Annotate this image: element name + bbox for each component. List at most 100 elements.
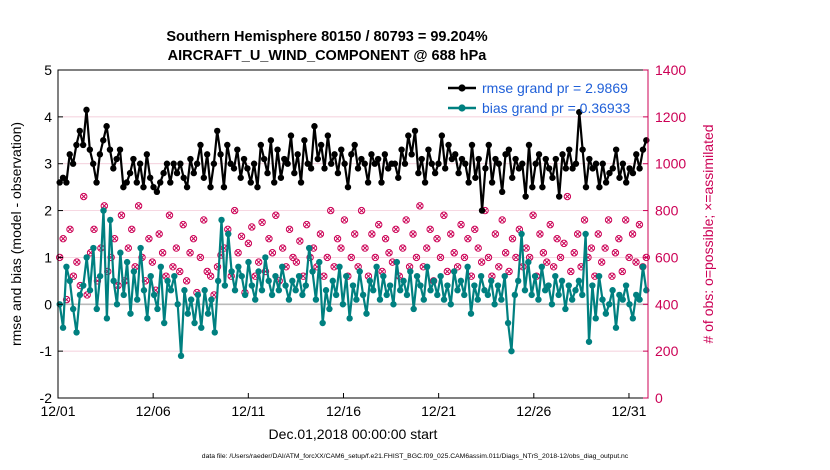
bias-series-point [575, 277, 583, 285]
obs-possible-marker [289, 253, 297, 262]
rmse-series-point [458, 155, 466, 163]
obs-assimilated-marker [581, 217, 588, 223]
bias-series-point [312, 296, 320, 303]
obs-assimilated-marker [454, 264, 461, 270]
obs-assimilated-marker [255, 259, 262, 265]
obs-assimilated-marker [472, 226, 478, 233]
obs-assimilated-marker [297, 238, 303, 244]
obs-possible-marker [508, 234, 517, 243]
obs-possible-marker [436, 253, 445, 262]
bias-series-point [319, 319, 326, 327]
obs-possible-marker [484, 253, 493, 262]
bias-series-point [295, 272, 303, 280]
rmse-series-point [364, 179, 372, 186]
bias-series-point [518, 230, 525, 238]
rmse-series-point [230, 165, 238, 172]
bias-series-point [184, 310, 191, 317]
rmse-series-point [123, 179, 130, 186]
bias-series-point [390, 301, 397, 308]
bias-series-point [100, 207, 107, 214]
obs-possible-marker [611, 249, 620, 257]
rmse-series-point [354, 165, 362, 172]
bias-series-point [430, 277, 438, 285]
bias-series-point [252, 296, 259, 303]
obs-assimilated-marker [375, 221, 382, 228]
bias-series-point [366, 277, 374, 285]
bias-series-point [164, 277, 171, 285]
obs-possible-marker [453, 263, 462, 271]
obs-possible-marker [285, 225, 294, 234]
rmse-series-point [623, 179, 630, 186]
obs-possible-marker [62, 295, 71, 304]
obs-assimilated-marker [67, 226, 73, 233]
bias-series-point [568, 296, 576, 303]
bias-series-point [302, 282, 309, 289]
rmse-series-point [304, 160, 311, 167]
obs-possible-marker [189, 234, 198, 243]
bias-series-point [440, 296, 448, 303]
obs-possible-marker [83, 291, 91, 299]
rmse-series-point [240, 155, 248, 163]
obs-assimilated-marker [496, 264, 502, 270]
rmse-series-point [602, 179, 610, 186]
x-tick-label: 12/01 [40, 403, 75, 419]
bias-series-point [562, 305, 569, 313]
obs-possible-marker [179, 220, 187, 229]
bias-series-point [218, 216, 225, 224]
obs-possible-marker [549, 263, 558, 271]
rmse-series-point [59, 174, 67, 181]
rmse-series-point [160, 169, 167, 177]
bias-series-point [73, 329, 80, 336]
obs-assimilated-marker [91, 226, 97, 233]
bias-series-point [383, 291, 390, 299]
x-tick-label: 12/31 [611, 403, 646, 419]
rmse-series-point [217, 151, 224, 158]
obs-possible-marker [385, 249, 393, 257]
bias-series-point [359, 291, 367, 299]
bias-series-point [235, 263, 242, 270]
obs-assimilated-marker [588, 245, 595, 251]
obs-possible-marker [477, 258, 486, 266]
obs-assimilated-marker [540, 249, 547, 256]
rmse-series-point [69, 160, 77, 167]
obs-possible-marker [570, 249, 578, 257]
obs-possible-marker [230, 206, 239, 215]
bias-series-point [258, 287, 266, 294]
rmse-series-point [492, 155, 499, 163]
obs-possible-marker [357, 206, 366, 215]
rmse-series-point [260, 155, 268, 163]
bias-series-point [373, 263, 380, 270]
bias-series-point [599, 296, 606, 303]
obs-assimilated-marker [451, 249, 457, 256]
bias-series-point [268, 291, 276, 299]
obs-possible-marker [501, 249, 510, 257]
rmse-series-point [472, 174, 479, 181]
rmse-series-point [277, 174, 285, 181]
bias-series-point [161, 319, 168, 327]
obs-possible-marker [59, 234, 67, 243]
obs-assimilated-marker [537, 231, 543, 237]
bias-series-point [181, 287, 188, 294]
obs-assimilated-marker [633, 259, 639, 265]
rmse-series-point [542, 155, 549, 163]
rmse-series-point [281, 155, 288, 163]
obs-possible-marker [292, 258, 301, 266]
obs-assimilated-marker [382, 235, 389, 242]
obs-possible-marker [543, 258, 551, 266]
obs-assimilated-marker [475, 245, 481, 251]
obs-possible-marker [381, 234, 390, 243]
obs-possible-marker [615, 234, 623, 243]
rmse-series-point [405, 132, 412, 139]
bias-series-point [332, 291, 340, 299]
rmse-series-point [415, 169, 422, 177]
obs-possible-marker [234, 249, 242, 257]
obs-possible-marker [272, 211, 280, 219]
obs-assimilated-marker [177, 268, 183, 275]
bias-series-point [134, 296, 141, 303]
y2-tick-label: 600 [655, 249, 679, 265]
obs-assimilated-marker [269, 249, 276, 256]
rmse-series-point [421, 179, 429, 186]
rmse-series-point [116, 146, 124, 153]
obs-assimilated-marker [444, 268, 451, 275]
